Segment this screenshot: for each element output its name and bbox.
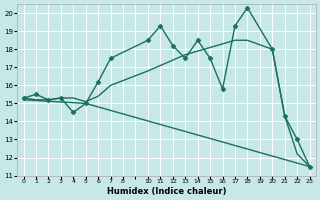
X-axis label: Humidex (Indice chaleur): Humidex (Indice chaleur)	[107, 187, 226, 196]
